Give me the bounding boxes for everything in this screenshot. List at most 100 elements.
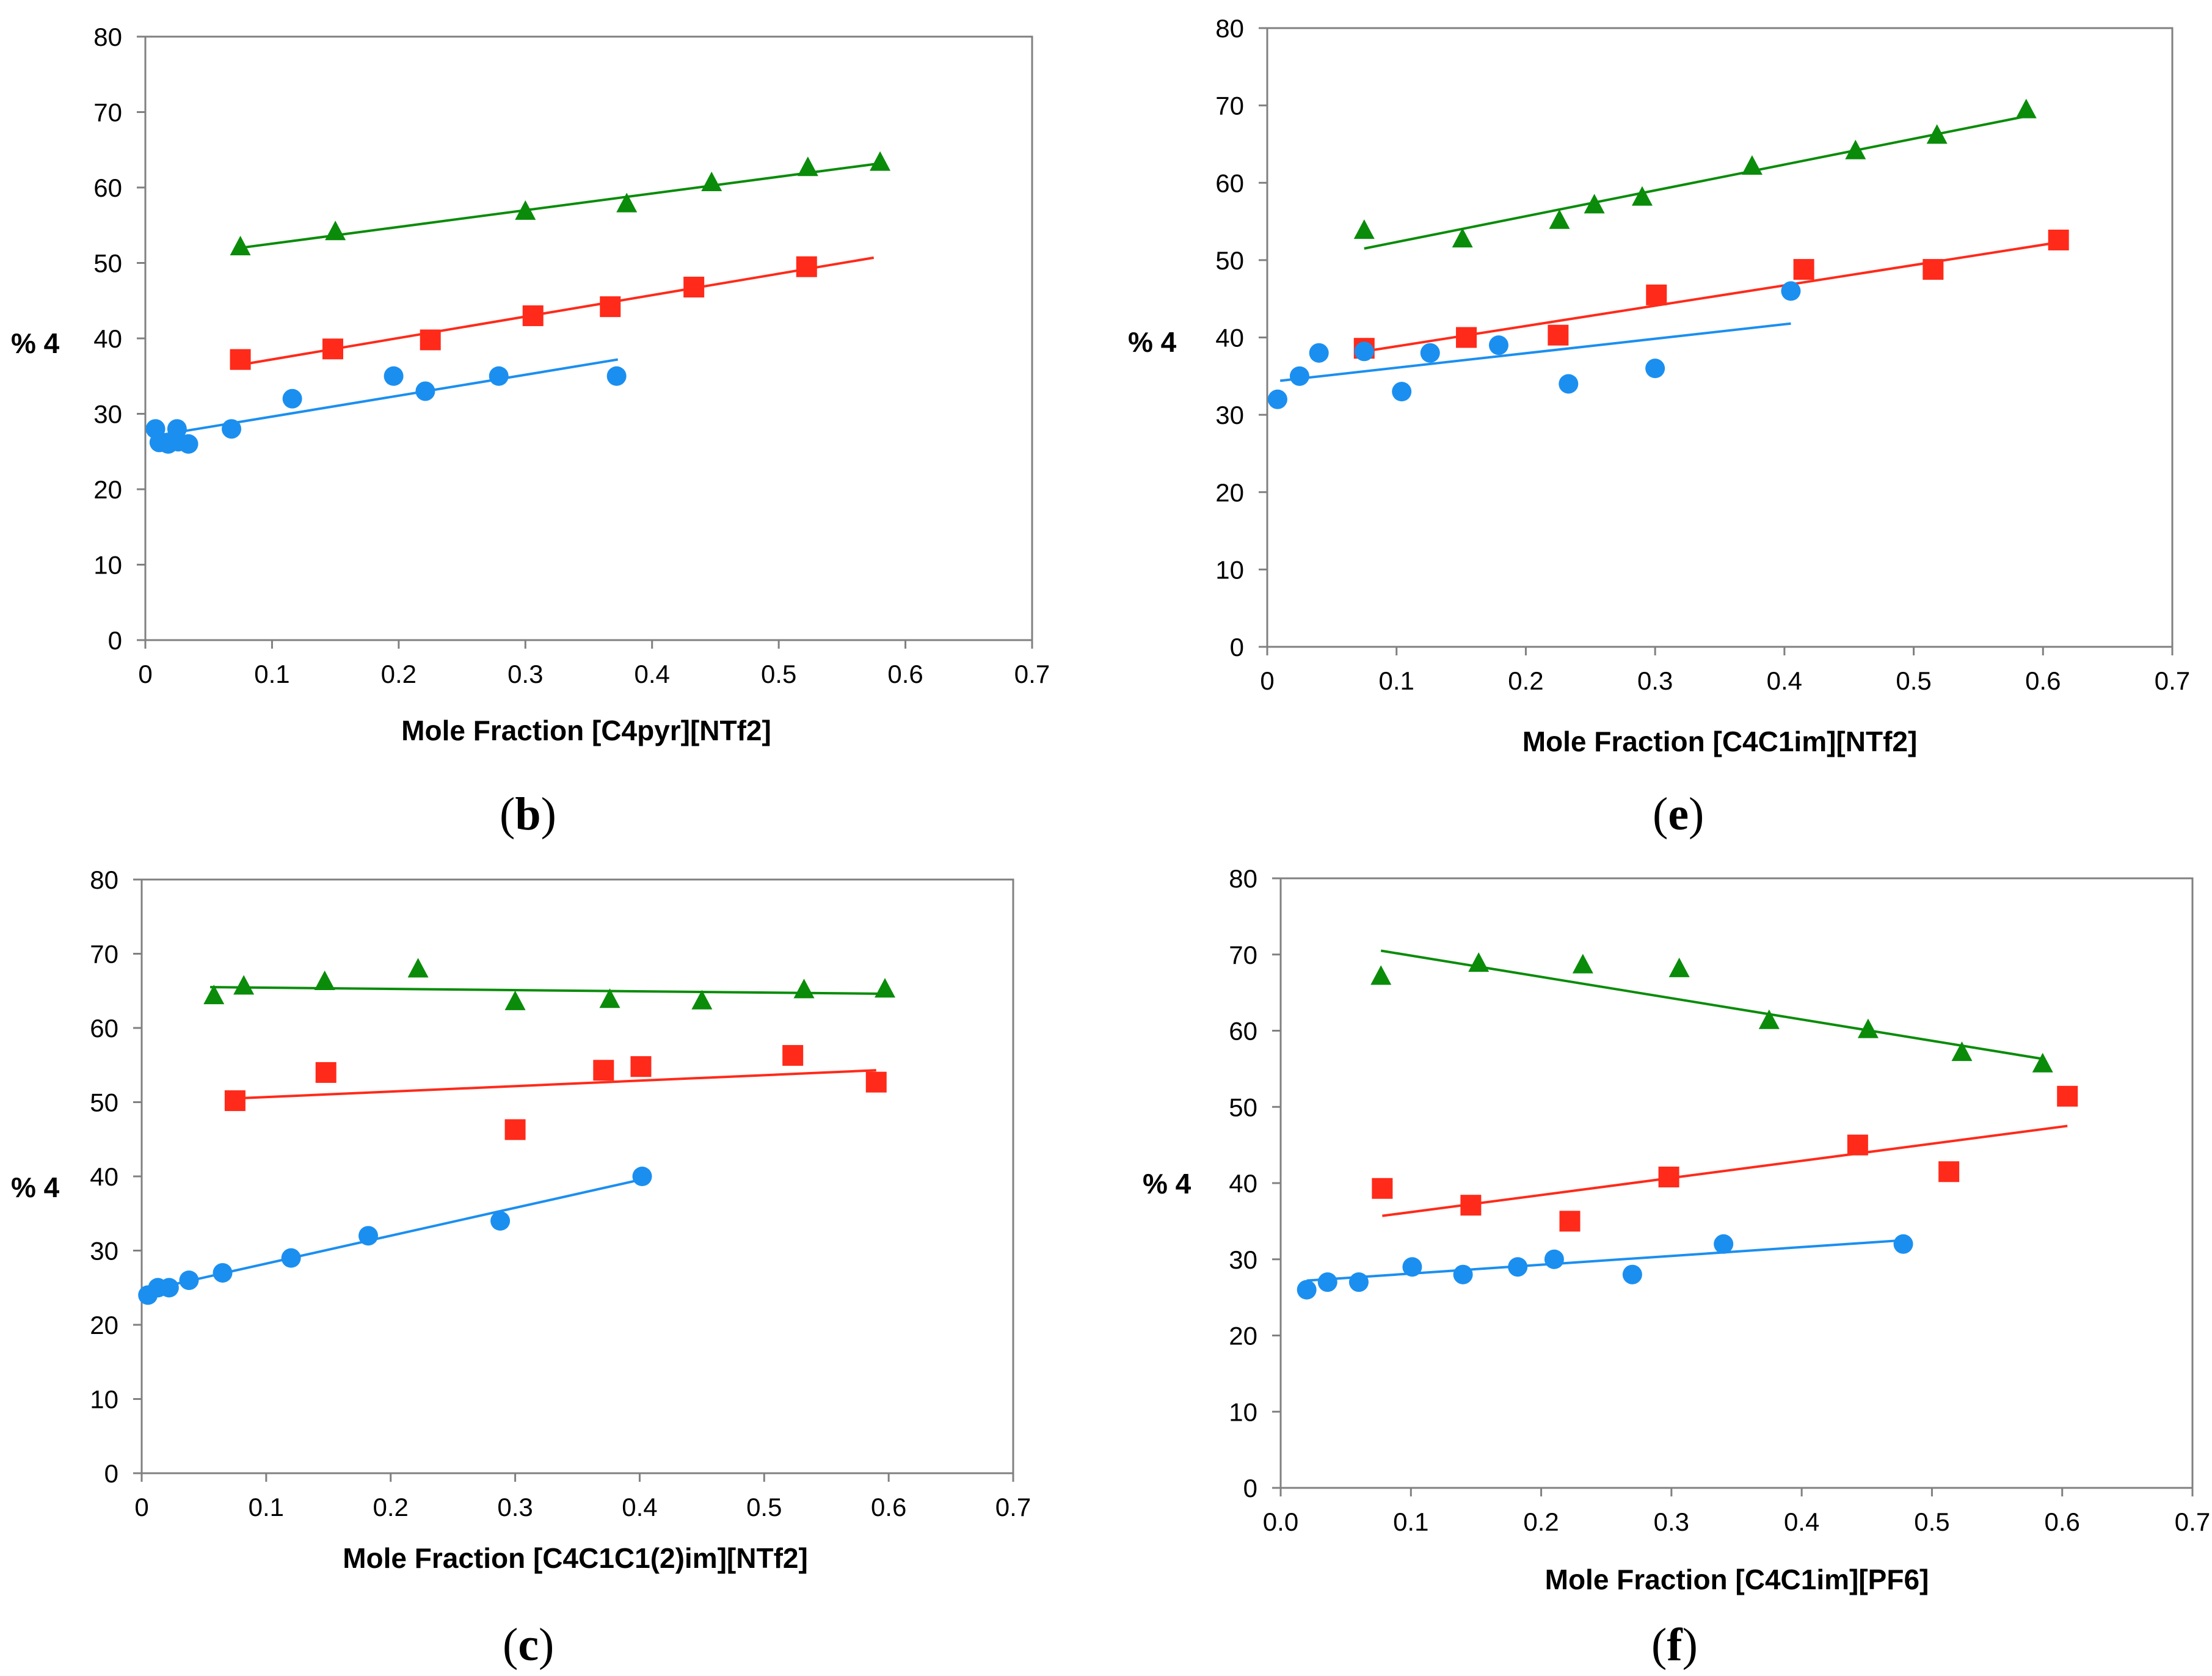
x-tick-label: 0.7 [995,1493,1031,1521]
x-tick-label: 0.4 [635,660,670,688]
x-tick-label: 0.4 [1767,666,1802,695]
y-tick-label: 80 [90,865,118,894]
data-point-red [1794,259,1814,280]
caption-b: (b) [500,788,556,841]
data-point-blue [1392,382,1411,401]
chart-e: 010203040506070800 0.1 0.2 0.3 0.4 0.5 0.6 0.7M… [1106,0,2212,838]
data-point-blue [1290,366,1309,386]
data-point-blue [1309,343,1329,363]
data-point-red [420,329,441,350]
trend-line-red [1382,1126,2067,1215]
data-point-green [2016,99,2037,118]
trend-line-green [210,987,889,994]
x-tick-label: 0.3 [497,1493,533,1521]
plot-area [1281,878,2192,1488]
data-point-red [316,1062,337,1083]
y-tick-label: 20 [93,475,122,504]
data-point-red [1923,259,1943,280]
x-tick-label: 0.2 [381,660,417,688]
x-tick-label: 0.6 [871,1493,906,1521]
data-point-red [782,1045,803,1066]
chart-c: 0 10 20 30 40 50 60 70 80 0 0.1 0.2 0.3 0.4 0.5 0.6 0.7 M… [0,838,1106,1676]
data-point-red [1847,1135,1868,1156]
data-point-red [1559,1211,1580,1231]
data-point-blue [1349,1272,1369,1292]
x-tick-label: 0.5 [1914,1507,1949,1536]
x-tick-label: 0.0 [1263,1507,1298,1536]
data-point-red [593,1060,614,1080]
data-point-blue [1894,1234,1913,1254]
y-tick-label: 80 [1229,864,1257,893]
x-axis-label: Mole Fraction [C4pyr][NTf2] [401,715,771,746]
x-tick-label: 0.1 [1393,1507,1428,1536]
data-point-red [1460,1195,1481,1215]
data-point-blue [1355,341,1374,361]
y-tick-label: 60 [90,1014,118,1043]
y-tick-label: 40 [1229,1169,1257,1198]
data-point-blue [1781,282,1800,301]
data-point-blue [1714,1234,1733,1254]
data-point-green [408,958,429,977]
y-axis-label: % 4 [1128,326,1177,358]
data-point-blue [1297,1280,1317,1300]
x-tick-label: 0.6 [887,660,923,688]
y-tick-label: 50 [93,249,122,278]
y-tick-label: 10 [1229,1397,1257,1426]
y-tick-label: 10 [1215,555,1244,584]
data-point-blue [358,1226,378,1245]
x-tick-label: 0.7 [1014,660,1050,688]
data-point-red [630,1056,651,1077]
data-point-green [1549,210,1570,229]
y-tick-label: 40 [90,1162,118,1191]
x-tick-label: 0.4 [1784,1507,1819,1536]
data-point-red [2057,1086,2078,1107]
data-point-red [322,338,343,359]
x-tick-label: 0.3 [1637,666,1673,695]
data-point-blue [384,366,404,386]
data-point-blue [607,366,627,386]
y-tick-label: 0 [1230,633,1244,661]
x-axis-label: Mole Fraction [C4C1im][NTf2] [1523,726,1918,757]
data-point-blue [490,1211,510,1231]
data-point-red [1372,1178,1392,1199]
y-tick-label: 20 [1229,1322,1257,1350]
data-point-blue [1421,343,1440,363]
data-point-green [798,156,818,176]
chart-panel-e: 0 10 20 30 40 50 60 70 80 0 0.1 0.2 0.3 0.4 0.5 0.6 0.7 M… [1106,0,2212,838]
y-tick-label: 70 [1229,941,1257,969]
y-tick-label: 30 [90,1237,118,1266]
plot-area [145,37,1032,640]
x-tick-label: 0 [134,1493,148,1521]
data-point-green [1370,965,1391,985]
x-tick-label: 0.5 [761,660,796,688]
data-point-blue [633,1167,652,1186]
y-tick-label: 30 [93,400,122,429]
data-point-red [600,296,620,317]
data-point-blue [1508,1257,1527,1277]
x-tick-label: 0.7 [2155,666,2190,695]
x-tick-label: 0.5 [746,1493,782,1521]
x-tick-label: 0.5 [1896,666,1931,695]
data-point-green [325,220,346,240]
x-tick-label: 0.6 [2025,666,2061,695]
trend-line-green [1364,115,2030,249]
x-tick-label: 0.2 [373,1493,409,1521]
x-tick-label: 0.1 [254,660,289,688]
x-tick-label: 0.7 [2175,1507,2210,1536]
y-tick-label: 0 [104,1459,118,1488]
data-point-green [875,978,895,997]
data-point-green [230,236,251,255]
chart-b: 010203040506070800 0.1 0.2 0.3 0.4 0.5 0.6 0.7M… [0,0,1106,838]
caption-c: (c) [503,1619,554,1672]
data-point-green [315,971,335,990]
data-point-blue [1544,1250,1564,1269]
data-point-blue [222,419,241,439]
data-point-blue [1453,1265,1473,1284]
data-point-red [1548,325,1568,346]
data-point-green [505,991,526,1010]
data-point-red [1659,1167,1679,1187]
y-tick-label: 60 [1215,169,1244,197]
x-axis-label: Mole Fraction [C4C1C1(2)im][NTf2] [343,1542,808,1574]
data-point-red [505,1119,526,1140]
data-point-green [1354,219,1375,239]
